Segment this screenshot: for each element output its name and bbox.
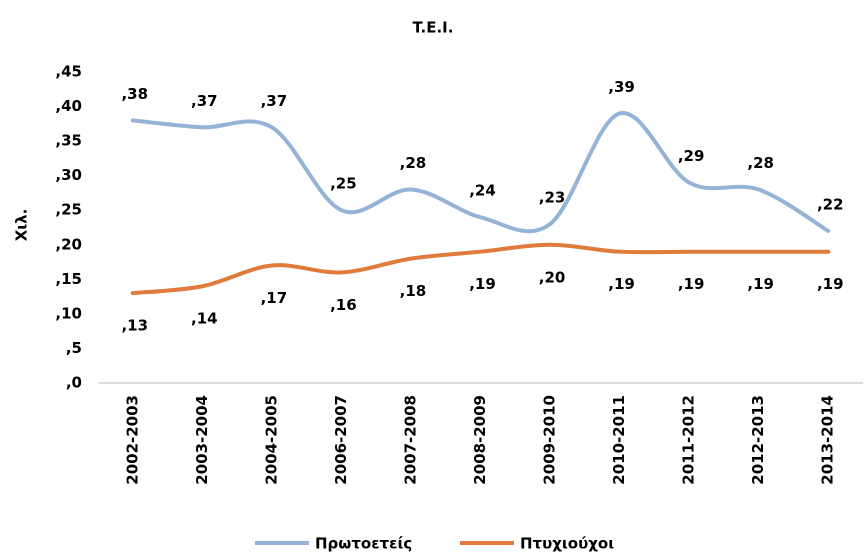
data-label: ,18 — [400, 282, 427, 300]
data-label: ,19 — [469, 275, 496, 293]
data-label: ,37 — [261, 92, 288, 110]
y-tick-label: ,25 — [55, 201, 82, 219]
line — [130, 111, 831, 234]
data-label: ,13 — [121, 317, 148, 335]
x-tick-label: 2004-2005 — [262, 395, 280, 485]
data-label: ,28 — [400, 154, 427, 172]
data-label: ,19 — [608, 275, 635, 293]
y-tick-label: ,10 — [55, 304, 82, 322]
data-label: ,17 — [261, 289, 288, 307]
y-tick-label: ,0 — [66, 374, 82, 392]
legend-label: Πρωτοετείς — [315, 535, 412, 553]
line — [130, 242, 831, 296]
data-label: ,19 — [678, 275, 705, 293]
data-label: ,29 — [678, 147, 705, 165]
data-label: ,28 — [747, 154, 774, 172]
y-tick-label: ,20 — [55, 235, 82, 253]
data-label: ,19 — [817, 275, 844, 293]
x-tick-label: 2006-2007 — [332, 395, 350, 485]
x-tick-label: 2011-2012 — [680, 395, 698, 485]
y-tick-label: ,45 — [55, 63, 82, 81]
y-tick-label: ,30 — [55, 166, 82, 184]
x-tick-label: 2012-2013 — [749, 395, 767, 485]
data-label: ,25 — [330, 175, 357, 193]
data-label: ,19 — [747, 275, 774, 293]
data-label: ,14 — [191, 310, 218, 328]
x-tick-label: 2010-2011 — [610, 395, 628, 485]
data-label: ,22 — [817, 195, 844, 213]
data-label: ,20 — [539, 268, 566, 286]
y-tick-label: ,15 — [55, 270, 82, 288]
y-tick-label: ,5 — [66, 339, 82, 357]
data-label: ,16 — [330, 296, 357, 314]
data-label: ,23 — [539, 189, 566, 207]
chart-title: T.E.I. — [413, 19, 454, 37]
x-tick-label: 2009-2010 — [541, 395, 559, 485]
legend-label: Πτυχιούχοι — [520, 535, 614, 553]
data-label: ,37 — [191, 92, 218, 110]
x-tick-label: 2013-2014 — [819, 395, 837, 485]
x-tick-label: 2007-2008 — [401, 395, 419, 485]
data-label: ,24 — [469, 182, 496, 200]
x-tick-label: 2003-2004 — [193, 395, 211, 485]
y-tick-label: ,35 — [55, 132, 82, 150]
y-axis-label: Χιλ. — [13, 209, 31, 242]
data-label: ,39 — [608, 78, 635, 96]
y-tick-label: ,40 — [55, 97, 82, 115]
x-tick-label: 2008-2009 — [471, 395, 489, 485]
x-tick-label: 2002-2003 — [123, 395, 141, 485]
data-label: ,38 — [121, 85, 148, 103]
